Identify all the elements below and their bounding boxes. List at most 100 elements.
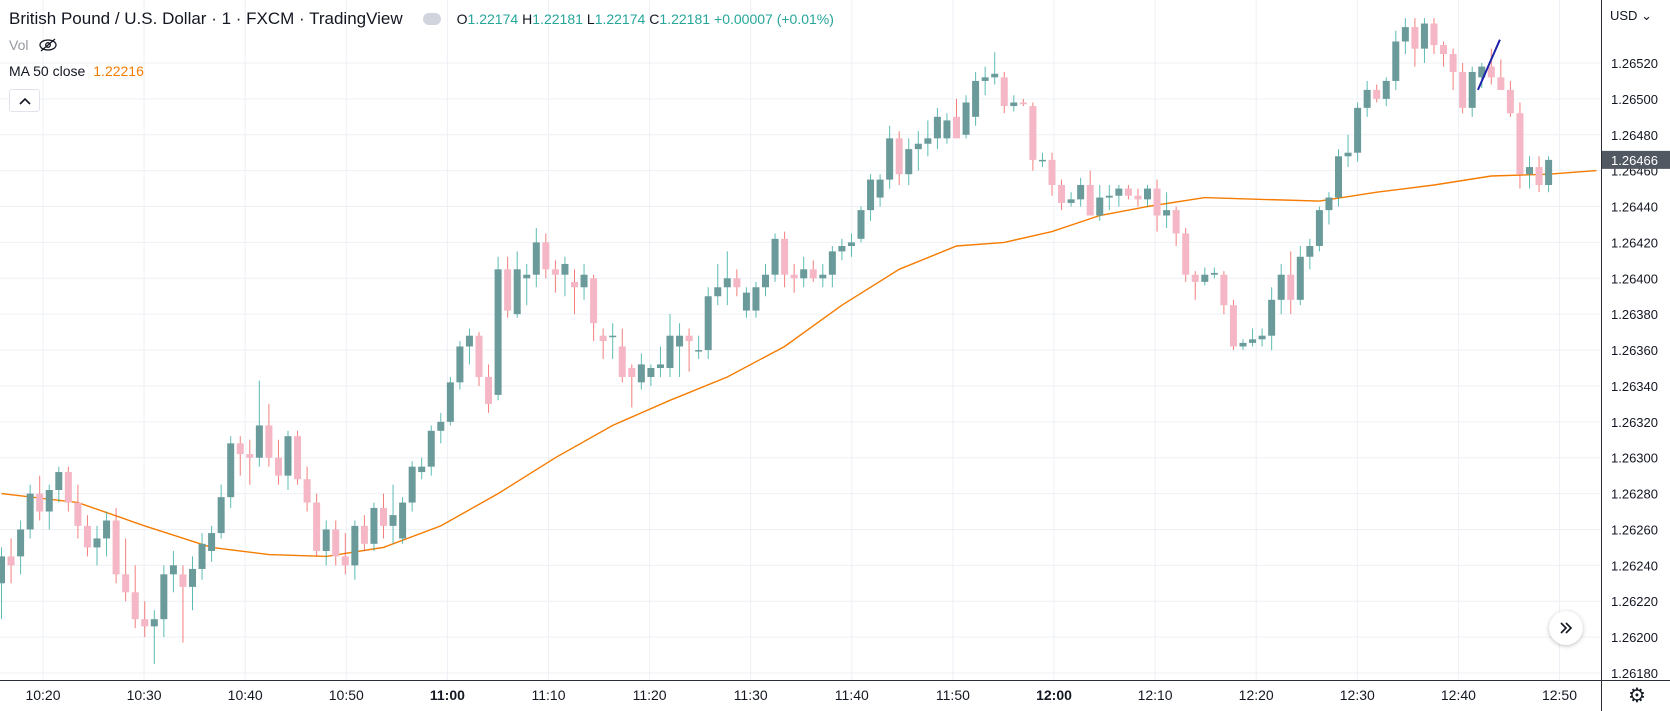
candle-body: [599, 335, 607, 342]
candle-body: [1468, 71, 1476, 108]
candle: [1096, 185, 1104, 221]
price-tick-label: 1.26440: [1611, 200, 1658, 215]
candle-body: [1182, 233, 1190, 275]
candle-body: [886, 138, 894, 180]
candle-body: [1382, 80, 1390, 99]
price-axis[interactable]: 1.265201.265001.264801.264601.264401.264…: [1601, 0, 1670, 711]
eye-off-icon[interactable]: [38, 38, 58, 52]
candle: [160, 565, 168, 638]
candle: [64, 466, 72, 512]
candle: [74, 484, 82, 539]
close-value: 1.22181: [659, 11, 711, 27]
scroll-to-realtime-button[interactable]: [1549, 611, 1583, 645]
candle-body: [198, 543, 206, 569]
candle: [905, 138, 913, 185]
ma-value: 1.22216: [93, 63, 144, 79]
candle-body: [972, 80, 980, 117]
candle: [781, 231, 789, 288]
candle-body: [93, 538, 101, 548]
candle: [1048, 152, 1056, 196]
candle-body: [1115, 188, 1123, 196]
candle: [523, 263, 531, 306]
symbol-title[interactable]: British Pound / U.S. Dollar · 1 · FXCM ·…: [9, 9, 403, 28]
currency-selector[interactable]: USD ⌄: [1610, 8, 1652, 24]
candle-body: [1019, 102, 1027, 105]
candle-body: [1526, 167, 1533, 175]
candle-body: [1124, 188, 1132, 196]
candle-body: [1201, 274, 1209, 282]
candle-body: [150, 619, 158, 627]
candle: [714, 263, 722, 306]
candle: [1019, 98, 1027, 107]
ma-indicator-row[interactable]: MA 50 close 1.22216: [9, 63, 144, 79]
collapse-legend-button[interactable]: [9, 89, 40, 112]
market-status-dot: [422, 13, 441, 25]
candle-body: [45, 490, 53, 512]
candle: [1134, 188, 1142, 207]
candle-body: [227, 443, 235, 498]
candle-body: [160, 574, 168, 620]
candle: [36, 475, 44, 521]
candle-body: [284, 436, 292, 476]
candle: [332, 520, 340, 566]
price-tick-label: 1.26400: [1611, 271, 1658, 286]
volume-indicator-row[interactable]: Vol: [9, 37, 58, 53]
candle-body: [303, 479, 311, 503]
trend-line-drawing[interactable]: [1477, 39, 1501, 91]
candle: [83, 515, 91, 557]
candle: [103, 511, 111, 557]
candle-body: [914, 143, 922, 150]
candle-body: [733, 278, 741, 288]
candle: [1038, 152, 1046, 168]
candle: [991, 52, 999, 85]
candle: [647, 364, 655, 386]
candle: [867, 174, 875, 221]
candle-body: [723, 278, 731, 288]
candle: [303, 466, 311, 512]
candle: [914, 131, 922, 171]
candle-body: [685, 335, 693, 342]
candle: [723, 251, 731, 306]
candle: [1058, 179, 1066, 211]
candle: [599, 328, 607, 360]
candle: [274, 439, 282, 485]
candle: [1516, 102, 1524, 189]
candle-body: [637, 364, 645, 383]
candle: [542, 233, 550, 279]
candle-body: [742, 292, 750, 311]
candle-body: [169, 565, 177, 575]
candle: [1315, 206, 1323, 252]
candle-body: [1239, 342, 1247, 347]
time-tick-label: 10:20: [25, 687, 60, 703]
gear-icon[interactable]: ⚙: [1628, 685, 1646, 707]
candle: [179, 565, 187, 643]
candle-body: [408, 466, 416, 503]
time-tick-label: 10:50: [329, 687, 364, 703]
candle-body: [809, 269, 817, 279]
candle-body: [1363, 89, 1371, 108]
candle: [895, 131, 903, 185]
candle-body: [456, 346, 464, 383]
candle-body: [762, 274, 769, 288]
candle-body: [590, 278, 598, 324]
candle: [494, 256, 502, 401]
candle: [265, 403, 273, 467]
candle-body: [131, 592, 139, 620]
candle-body: [1344, 152, 1352, 157]
candle-body: [1354, 107, 1362, 153]
candle-body: [1420, 23, 1428, 49]
candle-body: [1105, 195, 1113, 198]
candle-body: [695, 350, 703, 352]
candle-body: [1134, 195, 1142, 200]
candle-body: [1258, 335, 1266, 340]
candle: [17, 520, 25, 575]
price-tick-label: 1.26480: [1611, 128, 1658, 143]
price-tick-label: 1.26380: [1611, 307, 1658, 322]
candle-body: [1191, 274, 1199, 282]
candle-body: [1306, 246, 1314, 257]
candle-body: [618, 346, 626, 377]
time-axis[interactable]: 10:20 10:30 10:40 10:50 11:00 11:10 11:20 11:30…: [0, 680, 1670, 704]
candle-body: [656, 364, 664, 368]
candle: [1239, 339, 1247, 351]
